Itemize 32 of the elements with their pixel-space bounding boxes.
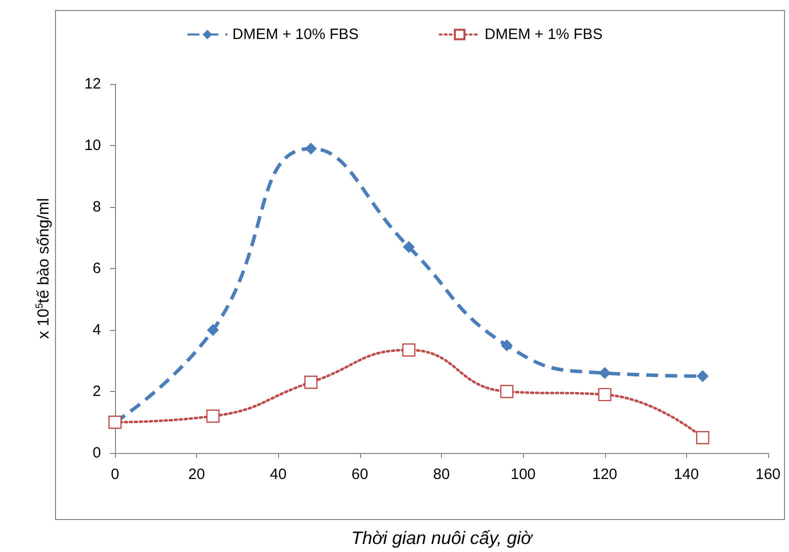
y-axis-title: x 105tế bào sống/ml xyxy=(34,198,52,339)
x-tick-label: 20 xyxy=(188,466,205,483)
y-tick-label: 8 xyxy=(92,198,101,216)
point xyxy=(402,240,415,253)
point xyxy=(206,324,219,336)
y-tick-label: 2 xyxy=(92,383,101,400)
x-tick-label: 60 xyxy=(352,466,368,483)
point xyxy=(500,384,514,398)
x-tick-label: 140 xyxy=(674,466,699,483)
point xyxy=(598,367,611,380)
x-tick-label: 160 xyxy=(755,466,781,483)
legend-label: DMEM + 1% FBS xyxy=(484,26,603,43)
x-tick-label: 100 xyxy=(510,466,536,483)
y-tick-label: 6 xyxy=(92,260,101,277)
y-tick-label: 12 xyxy=(84,76,101,92)
point xyxy=(696,370,709,382)
y-tick-label: 10 xyxy=(84,137,101,154)
legend-label: DMEM + 10% FBS xyxy=(232,26,359,43)
y-tick-label: 0 xyxy=(92,444,101,462)
x-axis-title: Thời gian nuôi cấy, giờ xyxy=(351,528,534,548)
point xyxy=(206,410,220,423)
point xyxy=(304,376,318,389)
point xyxy=(500,339,513,352)
x-tick-label: 0 xyxy=(110,466,120,483)
y-tick-label: 4 xyxy=(92,322,101,338)
x-tick-label: 80 xyxy=(433,466,450,483)
point xyxy=(598,388,612,402)
point xyxy=(304,142,317,155)
x-tick-label: 120 xyxy=(592,466,618,483)
x-tick-label: 40 xyxy=(270,466,287,483)
point xyxy=(696,431,710,444)
point xyxy=(402,343,416,357)
